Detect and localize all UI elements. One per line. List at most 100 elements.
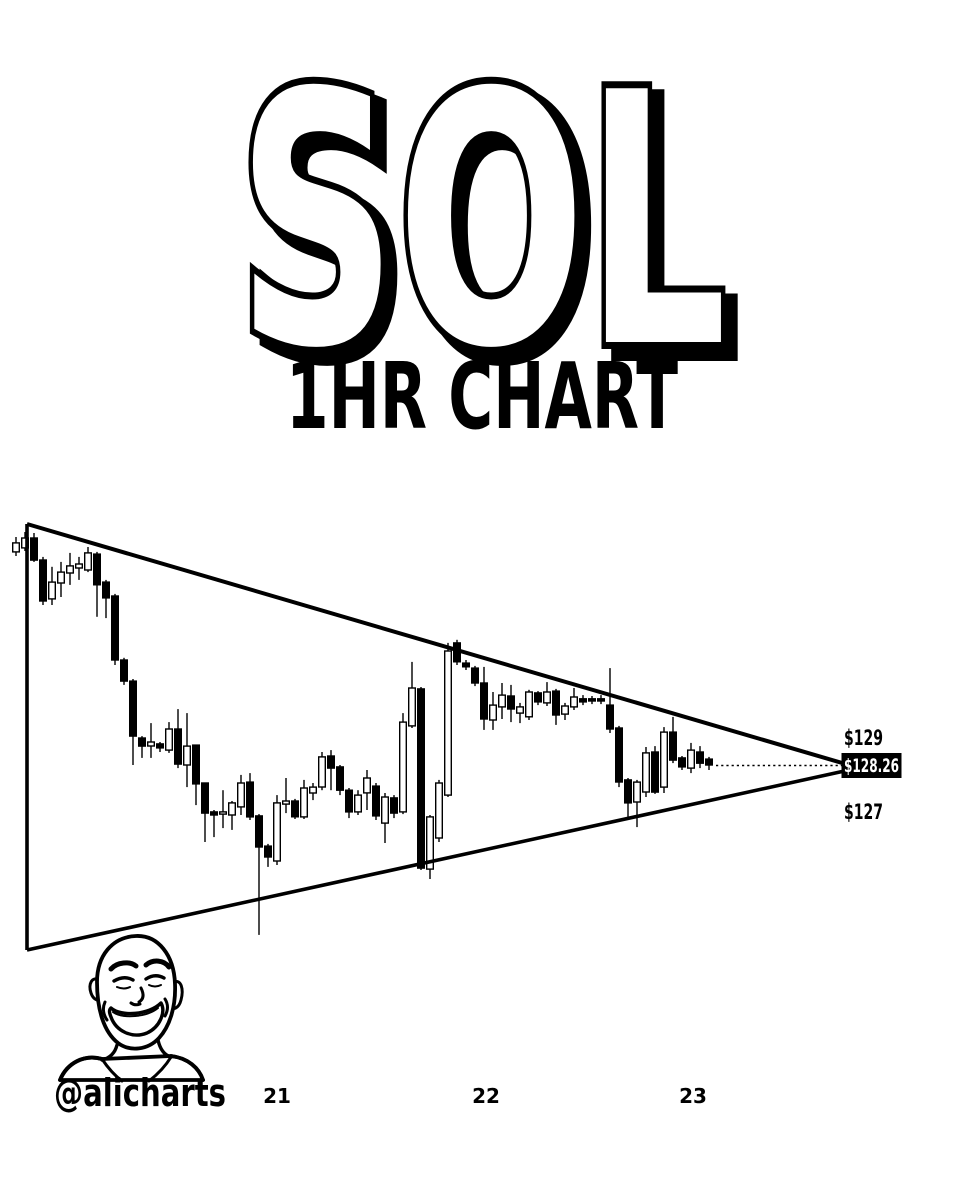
candle-bearish [471,667,480,684]
candle-bearish [606,704,615,730]
candle-bullish [561,705,570,715]
candle-bullish [282,800,291,805]
candle-bearish [480,682,489,720]
candle-bearish [30,537,39,561]
avatar-smile-crease-left [101,1000,109,1022]
candle-bullish [227,802,236,816]
candle-bullish [11,542,20,553]
candle-bullish [182,745,191,766]
watermark-handle: @alicharts [54,1071,226,1115]
candle-bullish [399,721,408,813]
x-tick-22: 22 [472,1084,500,1108]
candle-bearish [507,695,516,710]
candle-bullish [444,650,453,796]
candle-bearish [390,797,399,814]
candle-bearish [705,758,714,766]
candle-bullish [489,704,498,721]
avatar-smile [107,1001,165,1037]
x-tick-21: 21 [263,1084,291,1108]
candle-bullish [218,811,227,815]
title-lockup: SOL SOL 1HR CHART [230,13,747,450]
candle-bullish [354,794,363,813]
candle-bearish [92,553,101,586]
candle-bullish [57,571,66,584]
candle-bullish [83,552,92,571]
candle-bullish [687,749,696,769]
avatar-right-eye-crease [148,984,162,988]
candle-bearish [209,811,218,816]
current-price-box [841,753,902,778]
candle-bearish [651,751,660,793]
candle-bullish [498,694,507,708]
upper-trendline [26,522,850,767]
candle-bearish [200,782,209,814]
candle-bearish [588,698,597,702]
price-label-lower: $127 [844,800,883,824]
candlestick-series [11,532,714,935]
candle-bearish [669,731,678,761]
candle-bearish [137,737,146,747]
candle-bearish [173,728,182,765]
candle-bearish [327,755,336,769]
avatar-lapel-right [147,1055,173,1083]
candle-bearish [417,688,426,869]
avatar-smile-crease-right [163,997,169,1018]
candle-bearish [462,662,471,668]
triangle-pattern [25,522,850,952]
candle-bullish [300,787,309,818]
candle-bearish [110,595,119,661]
candle-bearish [534,692,543,703]
price-label-current: $128.26 [844,755,899,777]
price-label-upper: $129 [844,726,883,750]
candle-bearish [696,751,705,764]
candle-bullish [426,816,435,870]
candle-bearish [155,743,164,749]
avatar-neck-left [100,1043,119,1062]
candle-bearish [119,659,128,682]
candle-bullish [236,782,245,808]
candle-bullish [381,796,390,824]
avatar-right-eyebrow [143,958,172,970]
avatar-neck-right [156,1038,173,1059]
candle-bullish [408,687,417,727]
candle-bullish [516,706,525,714]
candle-bearish [245,781,254,818]
page-subtitle: 1HR CHART [286,343,678,450]
candle-bullish [65,565,74,574]
candle-bullish [363,777,372,794]
candle-bearish [128,680,137,737]
avatar-teeth-line [112,1007,159,1018]
candle-bearish [191,744,200,785]
avatar-left-eye [112,976,135,983]
avatar-nose [129,986,145,1007]
candle-bullish [48,581,57,600]
x-axis-labels: 21 22 23 [263,1084,707,1108]
avatar-left-eyebrow [108,960,139,972]
candle-bearish [597,698,606,702]
candle-bearish [291,800,300,818]
x-tick-23: 23 [679,1084,707,1108]
candle-bearish [264,845,273,858]
candle-bullish [146,741,155,747]
price-axis-labels: $129 $128.26 $127 [841,726,902,824]
page-title: SOL [237,20,727,425]
candle-bullish [318,756,327,788]
candle-bullish [543,691,552,704]
avatar-left-eye-crease [116,986,131,990]
candle-bearish [372,785,381,817]
avatar-right-shoulder [169,1054,205,1082]
candle-bearish [345,789,354,813]
candle-bearish [624,779,633,804]
candle-bearish [678,757,687,768]
candle-bearish [579,698,588,703]
candle-bullish [273,802,282,862]
candle-bullish [164,728,173,751]
candle-bullish [525,691,534,718]
candle-bearish [39,559,48,602]
avatar-illustration [58,934,205,1083]
avatar-right-eye [144,974,166,981]
candle-bullish [660,731,669,788]
lower-trendline [26,768,850,952]
candle-bullish [570,696,579,708]
